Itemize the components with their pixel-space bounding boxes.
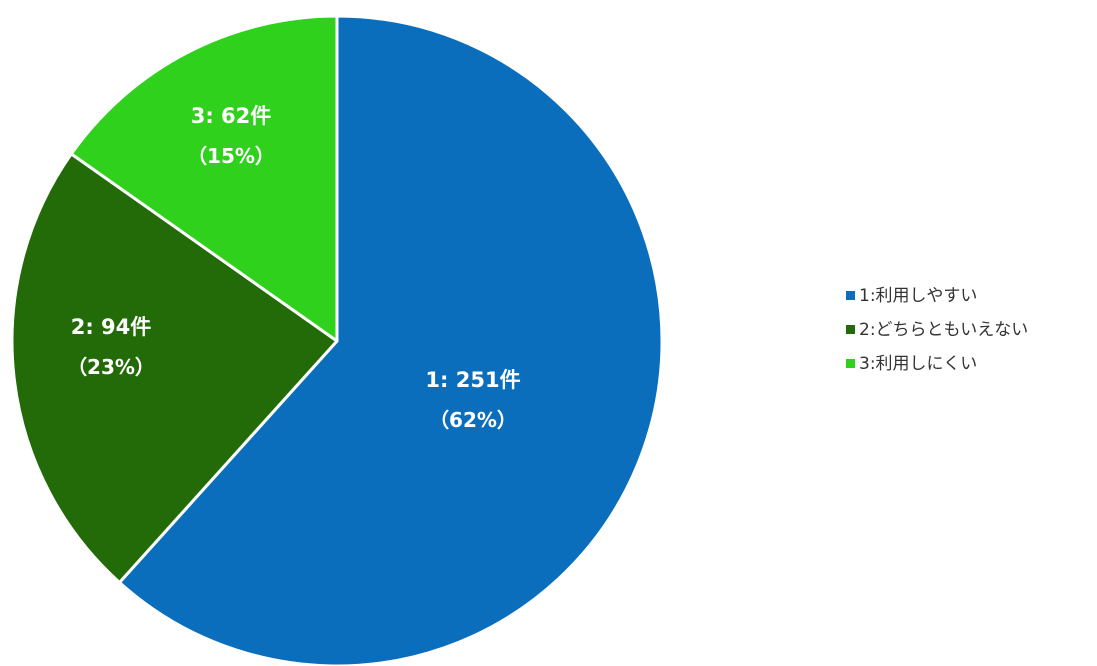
slice-label-count-2: 2: 94件 <box>71 315 152 339</box>
slice-label-count-1: 1: 251件 <box>425 368 520 392</box>
legend-swatch-1 <box>846 291 855 300</box>
slice-label-pct-1: （62%） <box>429 408 517 432</box>
legend-item-3: 3:利用しにくい <box>846 344 1028 378</box>
legend-swatch-2 <box>846 325 855 334</box>
legend-item-1: 1:利用しやすい <box>846 276 1028 310</box>
slice-label-pct-2: （23%） <box>67 355 155 379</box>
legend-swatch-3 <box>846 359 855 368</box>
pie-slices <box>10 14 664 666</box>
legend-label-3: 3:利用しにくい <box>859 353 978 374</box>
pie-slice-1 <box>117 14 664 666</box>
slice-label-pct-3: （15%） <box>187 144 275 168</box>
legend: 1:利用しやすい 2:どちらともいえない 3:利用しにくい <box>846 276 1028 378</box>
legend-item-2: 2:どちらともいえない <box>846 310 1028 344</box>
slice-label-count-3: 3: 62件 <box>191 104 272 128</box>
pie-slice-2 <box>10 152 339 584</box>
pie-slice-labels: 1: 251件 （62%） 2: 94件 （23%） 3: 62件 （15%） <box>67 104 521 432</box>
legend-label-2: 2:どちらともいえない <box>859 319 1029 340</box>
pie-slice-3 <box>69 14 339 343</box>
legend-label-1: 1:利用しやすい <box>859 285 978 306</box>
